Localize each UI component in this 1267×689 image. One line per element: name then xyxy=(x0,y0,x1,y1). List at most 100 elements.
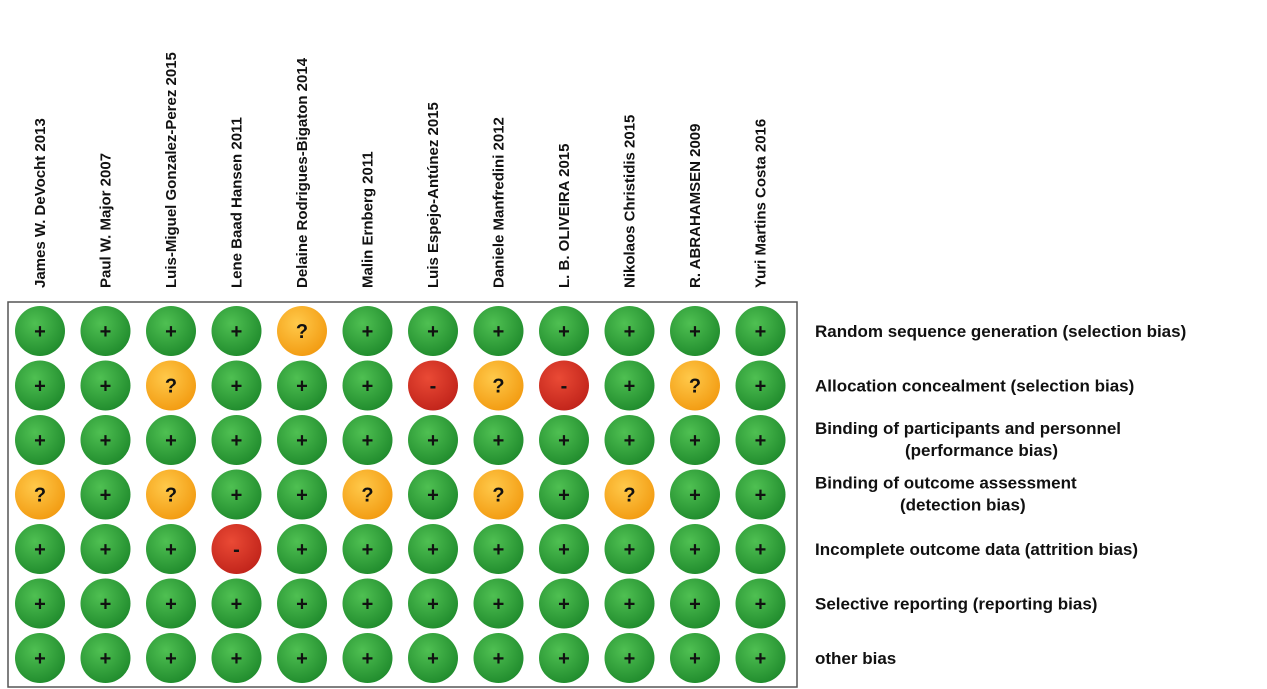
judgement-symbol: + xyxy=(296,376,308,398)
judgement-symbol: + xyxy=(231,648,243,670)
judgement-cell: + xyxy=(604,578,655,629)
judgement-cell: + xyxy=(473,415,524,465)
judgement-symbol: + xyxy=(689,321,701,343)
judgement-cell: + xyxy=(277,633,327,683)
judgement-cell: + xyxy=(473,633,524,683)
judgement-cell: + xyxy=(408,469,458,520)
domain-label: Random sequence generation (selection bi… xyxy=(815,322,1186,341)
judgement-plus-circle xyxy=(473,578,524,629)
judgement-cell: + xyxy=(342,360,393,411)
judgement-plus-circle xyxy=(604,633,655,683)
judgement-symbol: + xyxy=(100,539,112,561)
judgement-symbol: + xyxy=(624,648,636,670)
study-label: Daniele Manfredini 2012 xyxy=(491,117,508,288)
judgement-cell: + xyxy=(539,524,589,574)
judgement-plus-circle xyxy=(408,415,458,465)
judgement-symbol: ? xyxy=(165,376,177,398)
judgement-symbol: + xyxy=(689,485,701,507)
judgement-symbol: + xyxy=(427,539,439,561)
judgement-symbol: + xyxy=(558,430,570,452)
judgement-symbol: + xyxy=(34,321,46,343)
judgement-cell: + xyxy=(15,306,65,356)
judgement-plus-circle xyxy=(80,360,131,411)
study-label: James W. DeVocht 2013 xyxy=(32,118,49,288)
judgement-symbol: + xyxy=(296,648,308,670)
domain-label: Selective reporting (reporting bias) xyxy=(815,595,1097,614)
judgement-cell: + xyxy=(211,306,262,356)
study-label: R. ABRAHAMSEN 2009 xyxy=(687,124,704,288)
judgement-plus-circle xyxy=(735,469,786,520)
judgement-cell: + xyxy=(670,524,720,574)
judgement-plus-circle xyxy=(735,415,786,465)
judgement-symbol: + xyxy=(34,539,46,561)
judgement-cell: + xyxy=(146,578,196,629)
judgement-symbol: + xyxy=(427,648,439,670)
judgement-symbol: + xyxy=(362,321,374,343)
judgement-cells: + + + +? + + + + + + + + +? + + + -? - +? + + + + + + + + + + + + +? +? +… xyxy=(15,306,786,683)
judgement-cell: - xyxy=(408,360,458,411)
judgement-symbol: + xyxy=(100,648,112,670)
judgement-plus-circle xyxy=(735,524,786,574)
judgement-plus-circle xyxy=(539,524,589,574)
judgement-cell: + xyxy=(735,633,786,683)
judgement-cell: + xyxy=(670,306,720,356)
judgement-symbol: ? xyxy=(492,376,504,398)
judgement-plus-circle xyxy=(277,415,327,465)
judgement-plus-circle xyxy=(146,524,196,574)
judgement-question-circle xyxy=(15,469,65,520)
judgement-plus-circle xyxy=(670,415,720,465)
judgement-cell: ? xyxy=(15,469,65,520)
judgement-plus-circle xyxy=(146,306,196,356)
judgement-plus-circle xyxy=(735,306,786,356)
judgement-symbol: ? xyxy=(492,485,504,507)
judgement-plus-circle xyxy=(604,306,655,356)
judgement-cell: + xyxy=(539,469,589,520)
judgement-symbol: + xyxy=(296,594,308,616)
judgement-plus-circle xyxy=(670,633,720,683)
domain-label: Binding of outcome assessment xyxy=(815,474,1077,493)
judgement-symbol: + xyxy=(689,648,701,670)
judgement-symbol: + xyxy=(755,376,767,398)
judgement-plus-circle xyxy=(670,306,720,356)
judgement-cell: + xyxy=(473,306,524,356)
judgement-plus-circle xyxy=(604,360,655,411)
judgement-symbol: ? xyxy=(361,485,373,507)
judgement-symbol: + xyxy=(231,430,243,452)
judgement-symbol: + xyxy=(427,321,439,343)
judgement-cell: + xyxy=(604,524,655,574)
judgement-cell: + xyxy=(670,469,720,520)
judgement-plus-circle xyxy=(735,578,786,629)
judgement-cell: ? xyxy=(473,469,524,520)
judgement-plus-circle xyxy=(342,633,393,683)
judgement-plus-circle xyxy=(539,469,589,520)
judgement-plus-circle xyxy=(211,633,262,683)
judgement-cell: + xyxy=(277,415,327,465)
judgement-symbol: + xyxy=(689,594,701,616)
judgement-cell: + xyxy=(15,578,65,629)
judgement-cell: ? xyxy=(342,469,393,520)
judgement-plus-circle xyxy=(211,578,262,629)
judgement-question-circle xyxy=(342,469,393,520)
judgement-cell: + xyxy=(604,415,655,465)
study-label: Delaine Rodrigues-Bigaton 2014 xyxy=(294,57,311,288)
judgement-cell: + xyxy=(408,578,458,629)
judgement-symbol: + xyxy=(755,321,767,343)
judgement-symbol: + xyxy=(558,321,570,343)
judgement-symbol: - xyxy=(561,376,568,398)
judgement-symbol: + xyxy=(100,430,112,452)
judgement-symbol: + xyxy=(100,594,112,616)
judgement-cell: + xyxy=(80,360,131,411)
judgement-cell: - xyxy=(211,524,262,574)
judgement-plus-circle xyxy=(211,469,262,520)
judgement-plus-circle xyxy=(342,360,393,411)
judgement-question-circle xyxy=(277,306,327,356)
judgement-symbol: + xyxy=(427,485,439,507)
judgement-symbol: + xyxy=(34,594,46,616)
judgement-plus-circle xyxy=(539,578,589,629)
judgement-plus-circle xyxy=(735,633,786,683)
judgement-symbol: + xyxy=(34,376,46,398)
judgement-symbol: + xyxy=(493,321,505,343)
judgement-question-circle xyxy=(604,469,655,520)
judgement-cell: + xyxy=(735,306,786,356)
